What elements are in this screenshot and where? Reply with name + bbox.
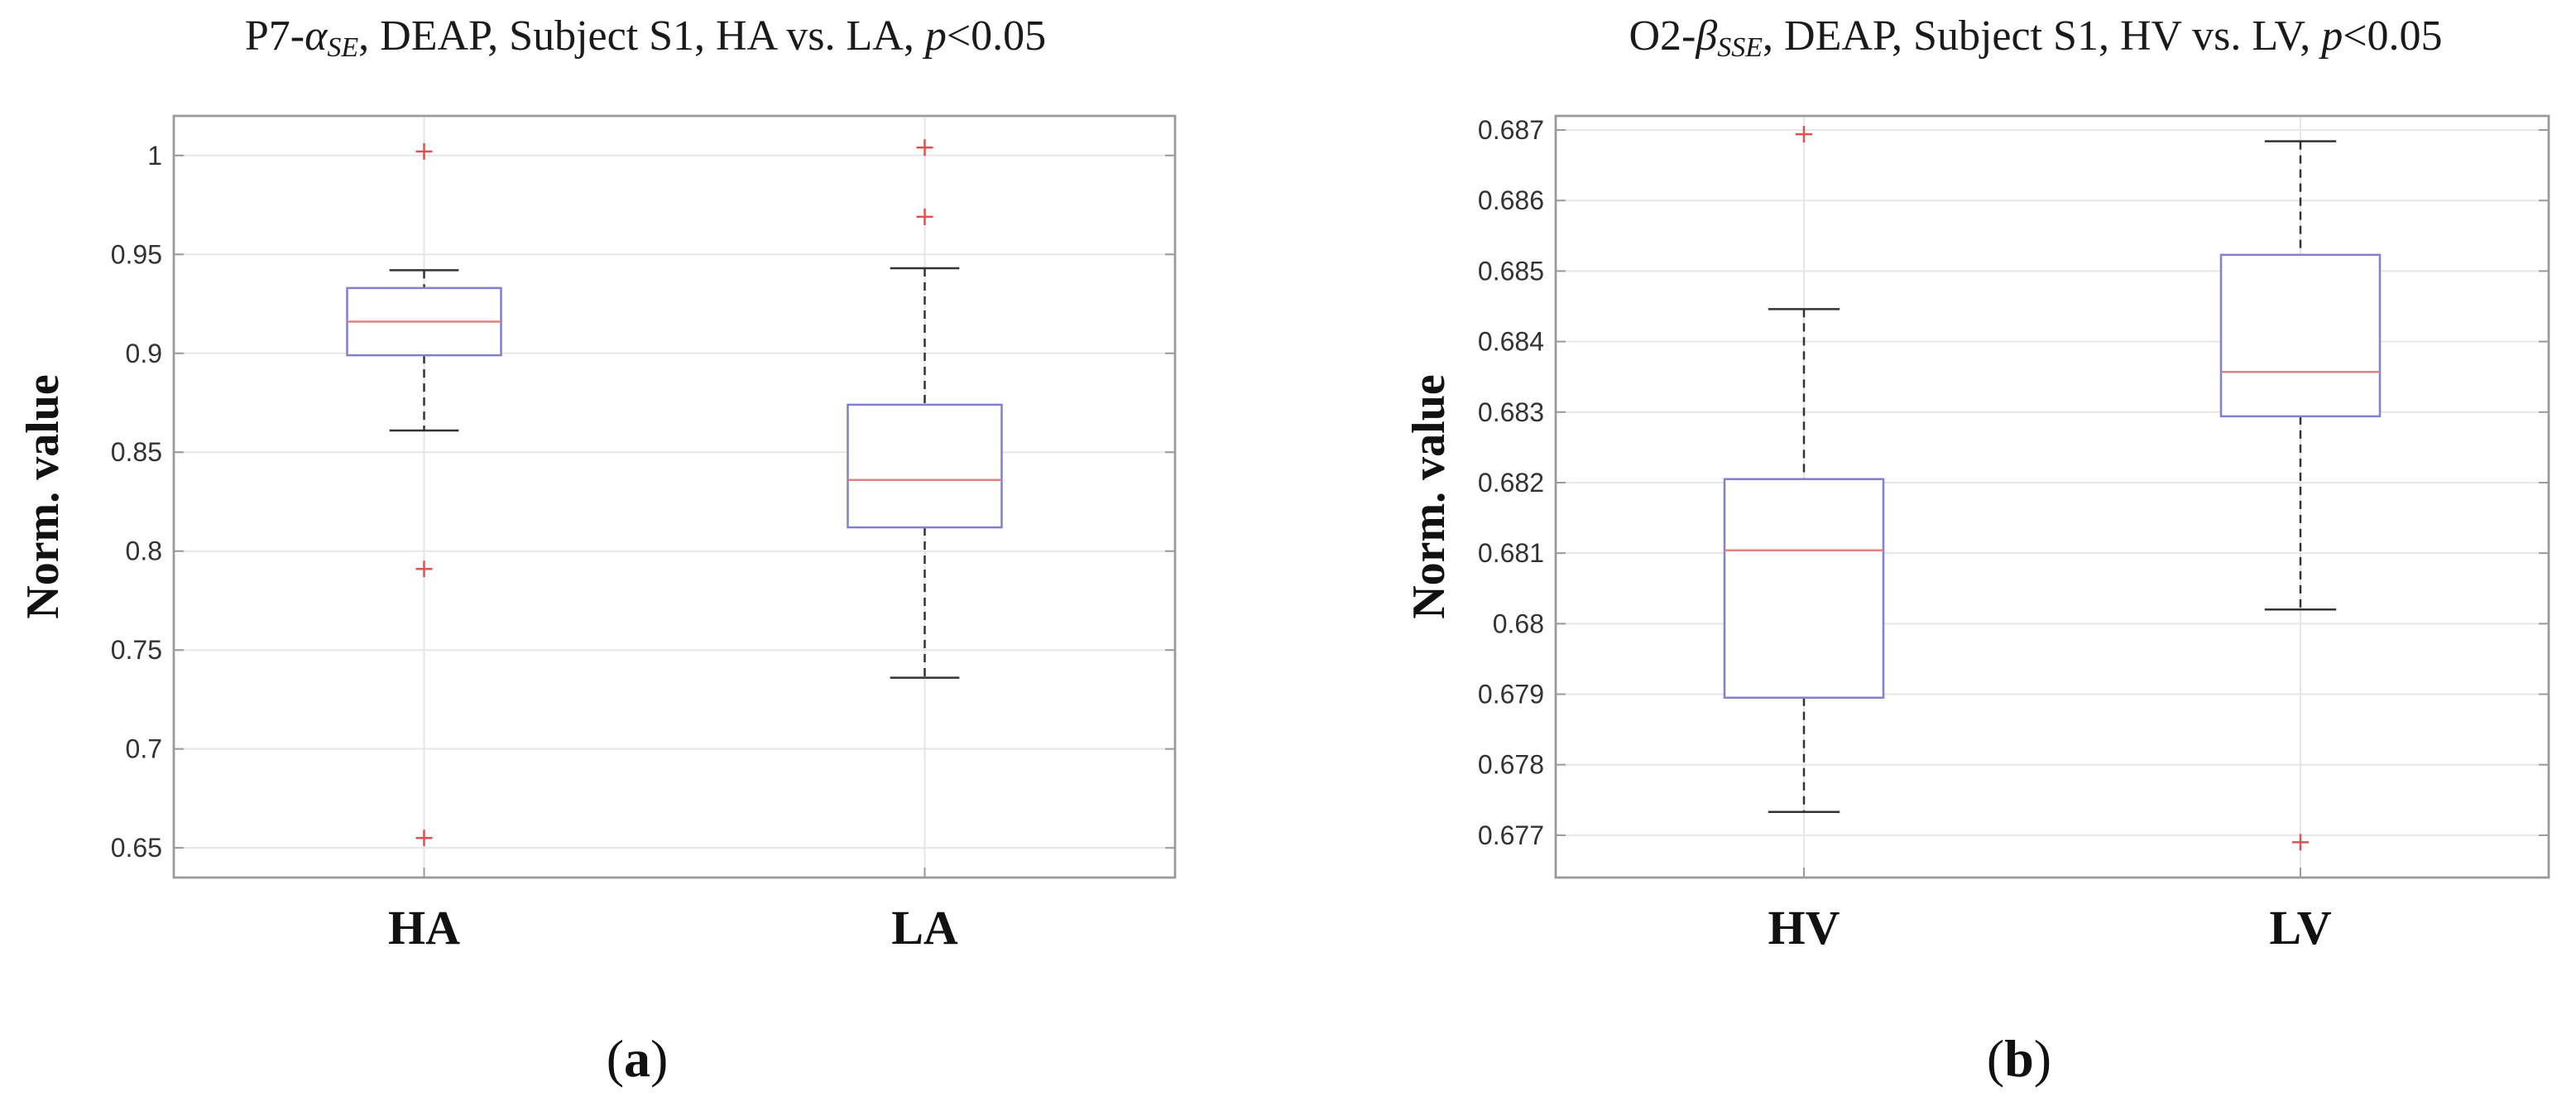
outlier-marker bbox=[415, 830, 433, 847]
title-suffix: <0.05 bbox=[947, 12, 1046, 60]
x-tick-label: LA bbox=[891, 901, 958, 955]
title-p: p bbox=[2318, 12, 2343, 60]
x-tick-label: LV bbox=[2269, 901, 2331, 955]
y-tick-label: 0.685 bbox=[1478, 256, 1544, 286]
y-tick-label: 1 bbox=[147, 141, 162, 171]
title-middle: , DEAP, Subject S1, HV vs. LV, bbox=[1763, 12, 2321, 60]
y-tick-label: 0.65 bbox=[111, 833, 162, 863]
title-prefix: O2- bbox=[1629, 12, 1696, 60]
y-tick-label: 0.95 bbox=[111, 239, 162, 269]
iqr-box bbox=[2219, 253, 2382, 418]
y-tick-label: 0.686 bbox=[1478, 185, 1544, 215]
title-middle: , DEAP, Subject S1, HA vs. LA, bbox=[358, 12, 925, 60]
box-ha bbox=[346, 143, 502, 847]
panel-paren-open: ( bbox=[607, 1029, 624, 1088]
title-symbol: α bbox=[305, 12, 329, 60]
box-lv bbox=[2219, 140, 2382, 851]
panel-label: (a) bbox=[607, 1029, 669, 1088]
chart-title: O2-βSSE, DEAP, Subject S1, HV vs. LV, p<… bbox=[1629, 12, 2442, 63]
x-tick-label: HV bbox=[1768, 901, 1840, 955]
iqr-box bbox=[1723, 478, 1885, 700]
y-tick-label: 0.679 bbox=[1478, 680, 1544, 709]
plot-area bbox=[172, 114, 1177, 879]
y-tick-label: 0.9 bbox=[126, 339, 162, 368]
title-symbol: β bbox=[1695, 12, 1717, 60]
y-tick-label: 0.8 bbox=[126, 536, 162, 566]
y-tick-label: 0.75 bbox=[111, 635, 162, 665]
box-hv bbox=[1723, 126, 1885, 814]
x-tick-label: HA bbox=[388, 901, 460, 955]
plot-area bbox=[1554, 114, 2550, 879]
outlier-marker bbox=[415, 143, 433, 161]
y-tick-label: 0.681 bbox=[1478, 538, 1544, 568]
panel-letter: b bbox=[2004, 1029, 2034, 1088]
y-tick-label: 0.682 bbox=[1478, 468, 1544, 498]
title-subscript: SSE bbox=[1717, 32, 1763, 63]
plot-frame bbox=[172, 114, 1177, 879]
y-tick-label: 0.678 bbox=[1478, 750, 1544, 780]
panel-a-boxplot: 0.65 0.7 0.75 0.8 0.85 0.9 0.95 1 HA LA P7-αSE, DE… bbox=[17, 12, 1177, 1088]
y-tick-label: 0.68 bbox=[1493, 608, 1544, 638]
outlier-marker bbox=[2292, 834, 2309, 851]
y-tick-label: 0.7 bbox=[126, 734, 162, 764]
y-axis-label: Norm. value bbox=[1403, 374, 1455, 619]
title-subscript: SE bbox=[327, 32, 358, 63]
panel-paren-close: ) bbox=[650, 1029, 668, 1088]
title-p: p bbox=[922, 12, 947, 60]
y-tick-label: 0.683 bbox=[1478, 397, 1544, 427]
panel-letter: a bbox=[624, 1029, 650, 1088]
panel-paren-open: ( bbox=[1987, 1029, 2004, 1088]
outlier-marker bbox=[916, 208, 933, 225]
iqr-box bbox=[847, 403, 1003, 529]
panel-paren-close: ) bbox=[2034, 1029, 2051, 1088]
y-tick-label: 0.687 bbox=[1478, 115, 1544, 145]
y-axis-label: Norm. value bbox=[17, 374, 69, 619]
y-tick-label: 0.684 bbox=[1478, 327, 1544, 357]
y-tick-label: 0.677 bbox=[1478, 820, 1544, 850]
outlier-marker bbox=[415, 560, 433, 578]
box-la bbox=[847, 139, 1003, 679]
title-suffix: <0.05 bbox=[2343, 12, 2442, 60]
title-prefix: P7- bbox=[245, 12, 305, 60]
outlier-marker bbox=[916, 139, 933, 156]
y-tick-label: 0.85 bbox=[111, 437, 162, 467]
panel-label: (b) bbox=[1987, 1029, 2051, 1088]
outlier-marker bbox=[1796, 126, 1812, 143]
plot-frame bbox=[1554, 114, 2550, 879]
chart-title: P7-αSE, DEAP, Subject S1, HA vs. LA, p<0… bbox=[245, 12, 1046, 63]
panel-b-boxplot: 0.677 0.678 0.679 0.68 0.681 0.682 0.683 0.684 0… bbox=[1403, 12, 2550, 1088]
